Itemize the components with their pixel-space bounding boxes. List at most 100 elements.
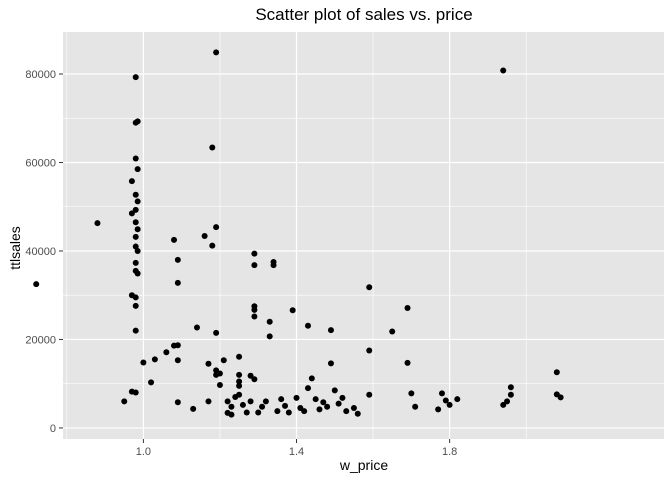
data-point [190, 405, 197, 412]
data-point [454, 396, 461, 403]
x-tick-label: 1.0 [136, 446, 151, 458]
data-point [132, 302, 139, 309]
data-point [304, 385, 311, 392]
major-gridlines [63, 32, 664, 439]
data-point [121, 398, 128, 405]
chart-title: Scatter plot of sales vs. price [255, 5, 472, 24]
data-point [132, 327, 139, 334]
data-point [247, 372, 254, 379]
data-point [134, 198, 141, 205]
data-point [438, 390, 445, 397]
y-axis-title: ttlsales [7, 226, 23, 270]
data-point [128, 178, 135, 185]
x-tick-label: 1.8 [442, 446, 457, 458]
data-point [213, 224, 220, 231]
data-point [262, 398, 269, 405]
data-point [366, 391, 373, 398]
x-tick-label: 1.4 [289, 446, 304, 458]
y-tick-label: 60000 [25, 158, 56, 170]
data-point [285, 409, 292, 416]
data-point [216, 382, 223, 389]
data-point [132, 155, 139, 162]
data-point [205, 360, 212, 367]
data-point [193, 324, 200, 331]
data-point [205, 398, 212, 405]
data-point [327, 327, 334, 334]
data-point [251, 306, 258, 313]
data-point [259, 403, 266, 410]
data-point [236, 353, 243, 360]
data-point [140, 359, 147, 366]
data-point [324, 403, 331, 410]
data-point [236, 382, 243, 389]
data-point [312, 396, 319, 403]
data-point [132, 74, 139, 81]
data-point [320, 399, 327, 406]
data-point [216, 370, 223, 377]
data-point [504, 398, 511, 405]
data-point [209, 144, 216, 151]
data-point [354, 410, 361, 417]
data-point [327, 360, 334, 367]
data-point [224, 398, 231, 405]
data-point [201, 232, 208, 239]
data-point [293, 394, 300, 401]
y-tick-label: 80000 [25, 69, 56, 81]
data-point [316, 406, 323, 413]
data-point [94, 220, 101, 227]
data-point [213, 329, 220, 336]
data-point [366, 347, 373, 354]
data-point [174, 357, 181, 364]
data-point [500, 67, 507, 74]
data-point [174, 399, 181, 406]
data-point [151, 356, 158, 363]
data-point [251, 262, 258, 269]
data-point [301, 408, 308, 415]
data-point [132, 191, 139, 198]
data-point [335, 400, 342, 407]
data-point [213, 49, 220, 56]
data-point [243, 409, 250, 416]
data-points [33, 49, 564, 418]
data-point [236, 371, 243, 378]
data-point [148, 379, 155, 386]
data-point [174, 279, 181, 286]
data-point [308, 375, 315, 382]
data-point [266, 318, 273, 325]
data-point [239, 401, 246, 408]
y-tick-label: 20000 [25, 334, 56, 346]
data-point [236, 391, 243, 398]
data-point [266, 333, 273, 340]
x-axis-ticks: 1.0 1.4 1.8 [136, 439, 457, 458]
data-point [442, 397, 449, 404]
minor-gridlines [63, 32, 664, 439]
data-point [132, 259, 139, 266]
data-point [255, 409, 262, 416]
data-point [404, 359, 411, 366]
data-point [278, 396, 285, 403]
data-point [228, 411, 235, 418]
data-point [350, 405, 357, 412]
data-point [209, 242, 216, 249]
data-point [171, 236, 178, 243]
data-point [174, 342, 181, 349]
data-point [236, 378, 243, 385]
data-point [132, 389, 139, 396]
data-point [228, 403, 235, 410]
data-point [389, 328, 396, 335]
y-tick-label: 40000 [25, 246, 56, 258]
data-point [220, 357, 227, 364]
y-tick-label: 0 [50, 423, 56, 435]
data-point [446, 401, 453, 408]
data-point [33, 281, 40, 288]
data-point [132, 219, 139, 226]
data-point [408, 390, 415, 397]
data-point [134, 166, 141, 173]
data-point [343, 408, 350, 415]
data-point [163, 349, 170, 356]
data-point [132, 294, 139, 301]
data-point [251, 313, 258, 320]
data-point [412, 403, 419, 410]
data-point [553, 369, 560, 376]
